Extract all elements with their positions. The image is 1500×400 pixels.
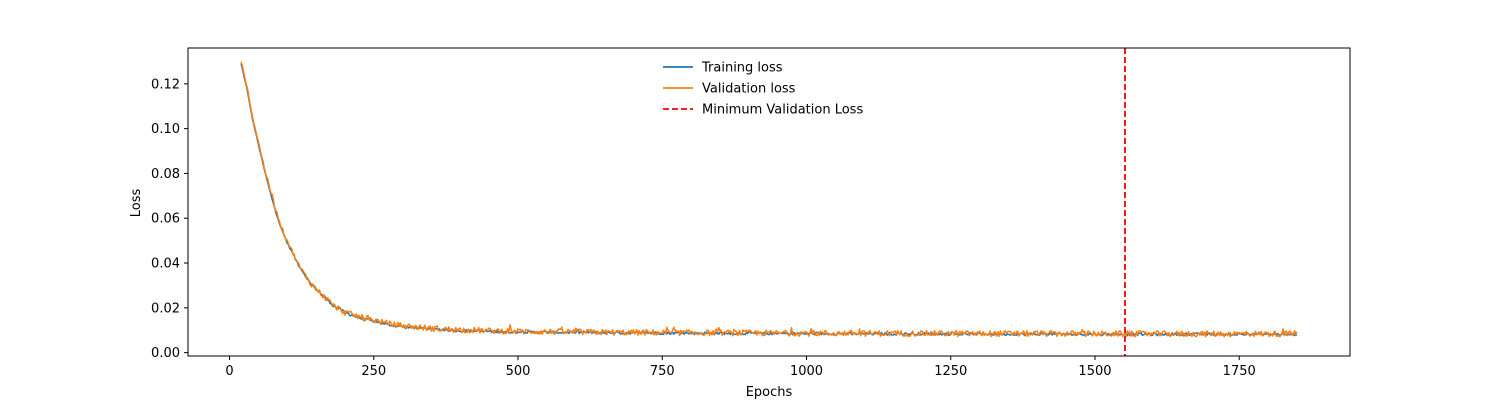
legend: Training loss Validation loss Minimum Vali… xyxy=(663,61,863,118)
x-tick-label: 750 xyxy=(650,364,675,379)
y-tick-label: 0.04 xyxy=(151,257,180,272)
legend-label: Minimum Validation Loss xyxy=(702,103,863,118)
plot-frame xyxy=(187,47,1351,357)
x-tick-label: 250 xyxy=(361,364,386,379)
y-axis-ticks: 0.00 0.02 0.04 0.06 0.08 0.10 0.12 xyxy=(151,77,188,361)
series-layer xyxy=(240,61,1298,338)
legend-label: Validation loss xyxy=(702,82,796,97)
x-tick-label: 1500 xyxy=(1078,364,1111,379)
x-tick-label: 0 xyxy=(225,364,233,379)
x-tick-label: 1000 xyxy=(790,364,823,379)
series-line-validation-loss xyxy=(240,61,1298,338)
y-tick-label: 0.10 xyxy=(151,122,180,137)
x-tick-label: 1250 xyxy=(934,364,967,379)
legend-label: Training loss xyxy=(701,61,783,76)
x-axis-ticks: 0 250 500 750 1000 1250 1500 1750 xyxy=(225,356,1256,379)
x-axis-label: Epochs xyxy=(746,385,793,400)
y-axis-label: Loss xyxy=(129,189,144,218)
x-tick-label: 500 xyxy=(506,364,531,379)
y-tick-label: 0.08 xyxy=(151,167,180,182)
y-tick-label: 0.02 xyxy=(151,301,180,316)
y-tick-label: 0.06 xyxy=(151,212,180,227)
y-tick-label: 0.12 xyxy=(151,77,180,92)
x-tick-label: 1750 xyxy=(1223,364,1256,379)
y-tick-label: 0.00 xyxy=(151,346,180,361)
